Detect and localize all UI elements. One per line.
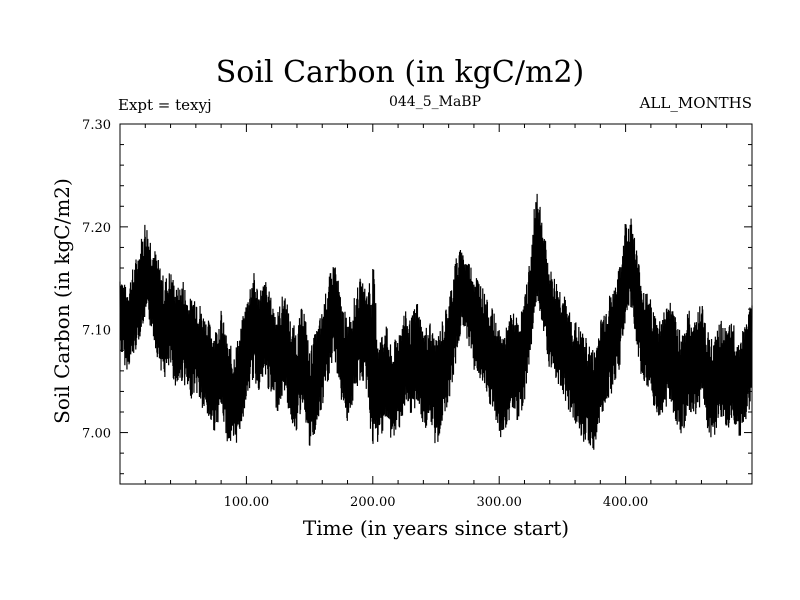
x-tick-label: 300.00	[476, 495, 522, 510]
x-tick-label: 200.00	[350, 495, 396, 510]
y-tick-label: 7.20	[82, 221, 111, 236]
series-line	[119, 193, 753, 450]
series-line-group	[119, 193, 753, 450]
axis-tick-labels: 100.00 200.00 300.00 400.00 7.00 7.10 7.20 7.30	[82, 118, 648, 510]
y-tick-label: 7.30	[82, 118, 111, 133]
x-tick-label: 100.00	[224, 495, 270, 510]
plot-frame	[119, 123, 753, 485]
chart-subtitle: 044_5_MaBP	[388, 94, 482, 110]
months-label: ALL_MONTHS	[639, 94, 752, 112]
y-tick-label: 7.00	[82, 427, 111, 442]
y-axis-label: Soil Carbon (in kgC/m2)	[50, 178, 74, 424]
y-tick-label: 7.10	[82, 324, 111, 339]
experiment-label: Expt = texyj	[118, 96, 212, 114]
axis-ticks	[120, 124, 752, 484]
x-axis-label: Time (in years since start)	[302, 516, 570, 540]
chart-title: Soil Carbon (in kgC/m2)	[215, 55, 585, 90]
x-tick-label: 400.00	[603, 495, 649, 510]
